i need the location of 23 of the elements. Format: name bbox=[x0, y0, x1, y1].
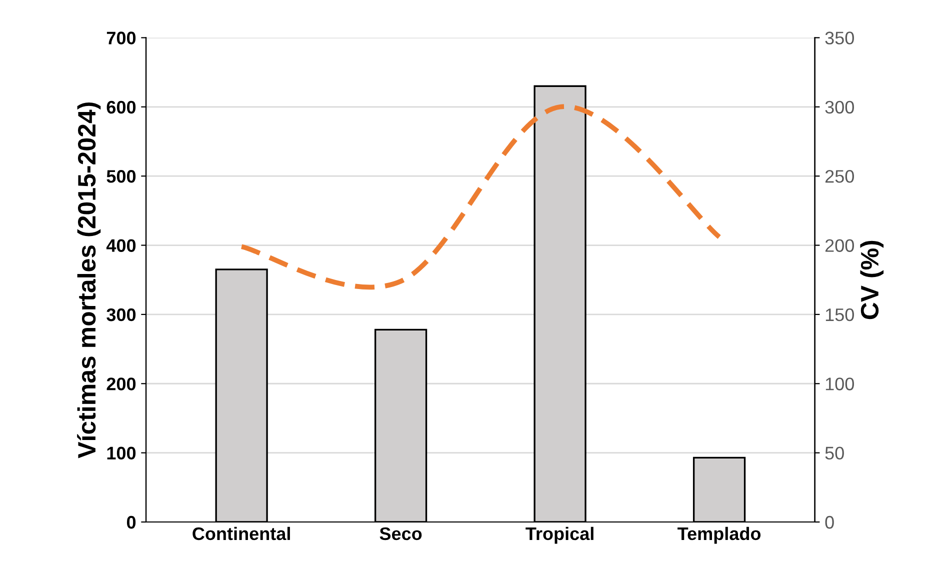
y-tick-label: 500 bbox=[106, 170, 136, 183]
y2-tick-label: 250 bbox=[825, 170, 854, 183]
y-tick-label: 0 bbox=[126, 516, 136, 529]
y-tick-label: 700 bbox=[106, 32, 136, 44]
y2-tick-label: 150 bbox=[826, 308, 854, 322]
y2-tick-label: 50 bbox=[825, 446, 844, 460]
y-tick-label: 300 bbox=[106, 308, 136, 322]
y2-tick-label: 300 bbox=[825, 100, 854, 114]
y2-axis-title: CV (%) bbox=[860, 240, 884, 320]
x-tick-label: Tropical bbox=[526, 526, 594, 544]
x-tick-label: Seco bbox=[380, 527, 422, 540]
x-tick-label: Templado bbox=[678, 526, 761, 544]
bar bbox=[692, 456, 746, 522]
y-tick-label: 600 bbox=[106, 100, 136, 114]
y-tick-label: 100 bbox=[107, 446, 136, 460]
x-tick-label: Continental bbox=[192, 526, 290, 540]
y2-tick-label: 100 bbox=[826, 378, 854, 390]
y-tick-label: 200 bbox=[106, 378, 136, 390]
y2-tick-label: 0 bbox=[825, 516, 834, 529]
y-tick-label: 400 bbox=[106, 239, 136, 252]
y2-tick-label: 350 bbox=[825, 32, 854, 44]
y2-tick-label: 200 bbox=[825, 239, 854, 252]
y-axis-title: Víctimas mortales (2015-2024) bbox=[77, 102, 101, 458]
